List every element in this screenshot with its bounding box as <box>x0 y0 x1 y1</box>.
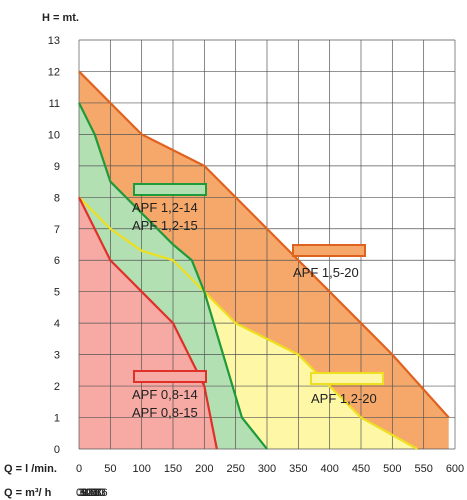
y-tick-label-8: 8 <box>54 192 60 204</box>
series-line-2 <box>78 102 268 450</box>
x2-tick-label-4: 12 <box>80 487 92 499</box>
y-tick-label-5: 5 <box>54 287 60 299</box>
x2-tick-label-2: 6 <box>80 487 86 499</box>
y-tick-label-9: 9 <box>54 161 60 173</box>
x-tick-label-4: 200 <box>195 463 213 475</box>
legend-label-3-1: APF 0,8-15 <box>132 405 198 420</box>
x-tick-label-5: 250 <box>226 463 244 475</box>
y-tick-label-13: 13 <box>48 35 60 47</box>
series-line-0 <box>78 70 450 419</box>
legend-swatch-0 <box>292 244 366 257</box>
x-tick-label-1: 50 <box>104 463 116 475</box>
y-tick-label-1: 1 <box>54 413 60 425</box>
y-tick-label-4: 4 <box>54 318 60 330</box>
x2-tick-label-6: 18 <box>84 487 96 499</box>
legend-label-2-0: APF 1,2-14 <box>132 200 198 215</box>
x2-tick-label-10: 30 <box>92 487 104 499</box>
x2-tick-label-1: 3 <box>78 487 84 499</box>
legend-label-0-0: APF 1,5-20 <box>293 265 359 280</box>
legend-layer: APF 1,5-20 APF 1,2-20 APF 1,2-14 APF 1,2-15… <box>132 183 384 420</box>
series-line-3 <box>78 196 218 450</box>
series-line-1 <box>78 196 418 450</box>
y-axis-title: H = mt. <box>42 12 79 24</box>
x2-tick-label-3: 9 <box>82 487 88 499</box>
lines-layer <box>78 70 450 450</box>
x2-tick-label-5: 15 <box>82 487 94 499</box>
x-tick-label-3: 150 <box>164 463 182 475</box>
x2-tick-label-7: 21 <box>86 487 98 499</box>
x-tick-label-0: 0 <box>76 463 82 475</box>
x2-tick-label-12: 36 <box>95 487 107 499</box>
y-tick-label-11: 11 <box>49 98 60 110</box>
x-tick-label-7: 350 <box>289 463 307 475</box>
x-tick-label-8: 400 <box>320 463 338 475</box>
x2-tick-label-8: 24 <box>88 487 100 499</box>
x2-tick-label-9: 27 <box>90 487 102 499</box>
x-tick-label-11: 550 <box>414 463 432 475</box>
y-tick-label-2: 2 <box>54 381 60 393</box>
x2-tick-label-11: 33 <box>94 487 106 499</box>
x2-axis-title: Q = m³/ h <box>4 487 52 499</box>
x-tick-label-10: 500 <box>383 463 401 475</box>
y-tick-label-3: 3 <box>54 350 60 362</box>
x-tick-label-6: 300 <box>258 463 276 475</box>
legend-swatch-1 <box>310 372 384 385</box>
x-tick-label-12: 600 <box>446 463 464 475</box>
legend-label-3-0: APF 0,8-14 <box>132 387 198 402</box>
x-axis-title: Q = l /min. <box>4 463 57 475</box>
legend-swatch-3 <box>133 370 207 383</box>
legend-label-2-1: APF 1,2-15 <box>132 218 198 233</box>
y-tick-label-12: 12 <box>48 66 60 78</box>
x-tick-label-2: 100 <box>132 463 150 475</box>
y-tick-label-0: 0 <box>54 444 60 456</box>
x2-tick-label-0: 0 <box>76 487 82 499</box>
y-tick-label-7: 7 <box>54 224 60 236</box>
x-tick-label-9: 450 <box>352 463 370 475</box>
y-tick-label-6: 6 <box>54 255 60 267</box>
y-tick-label-10: 10 <box>48 129 60 141</box>
legend-swatch-2 <box>133 183 207 196</box>
legend-label-1-0: APF 1,2-20 <box>311 391 377 406</box>
